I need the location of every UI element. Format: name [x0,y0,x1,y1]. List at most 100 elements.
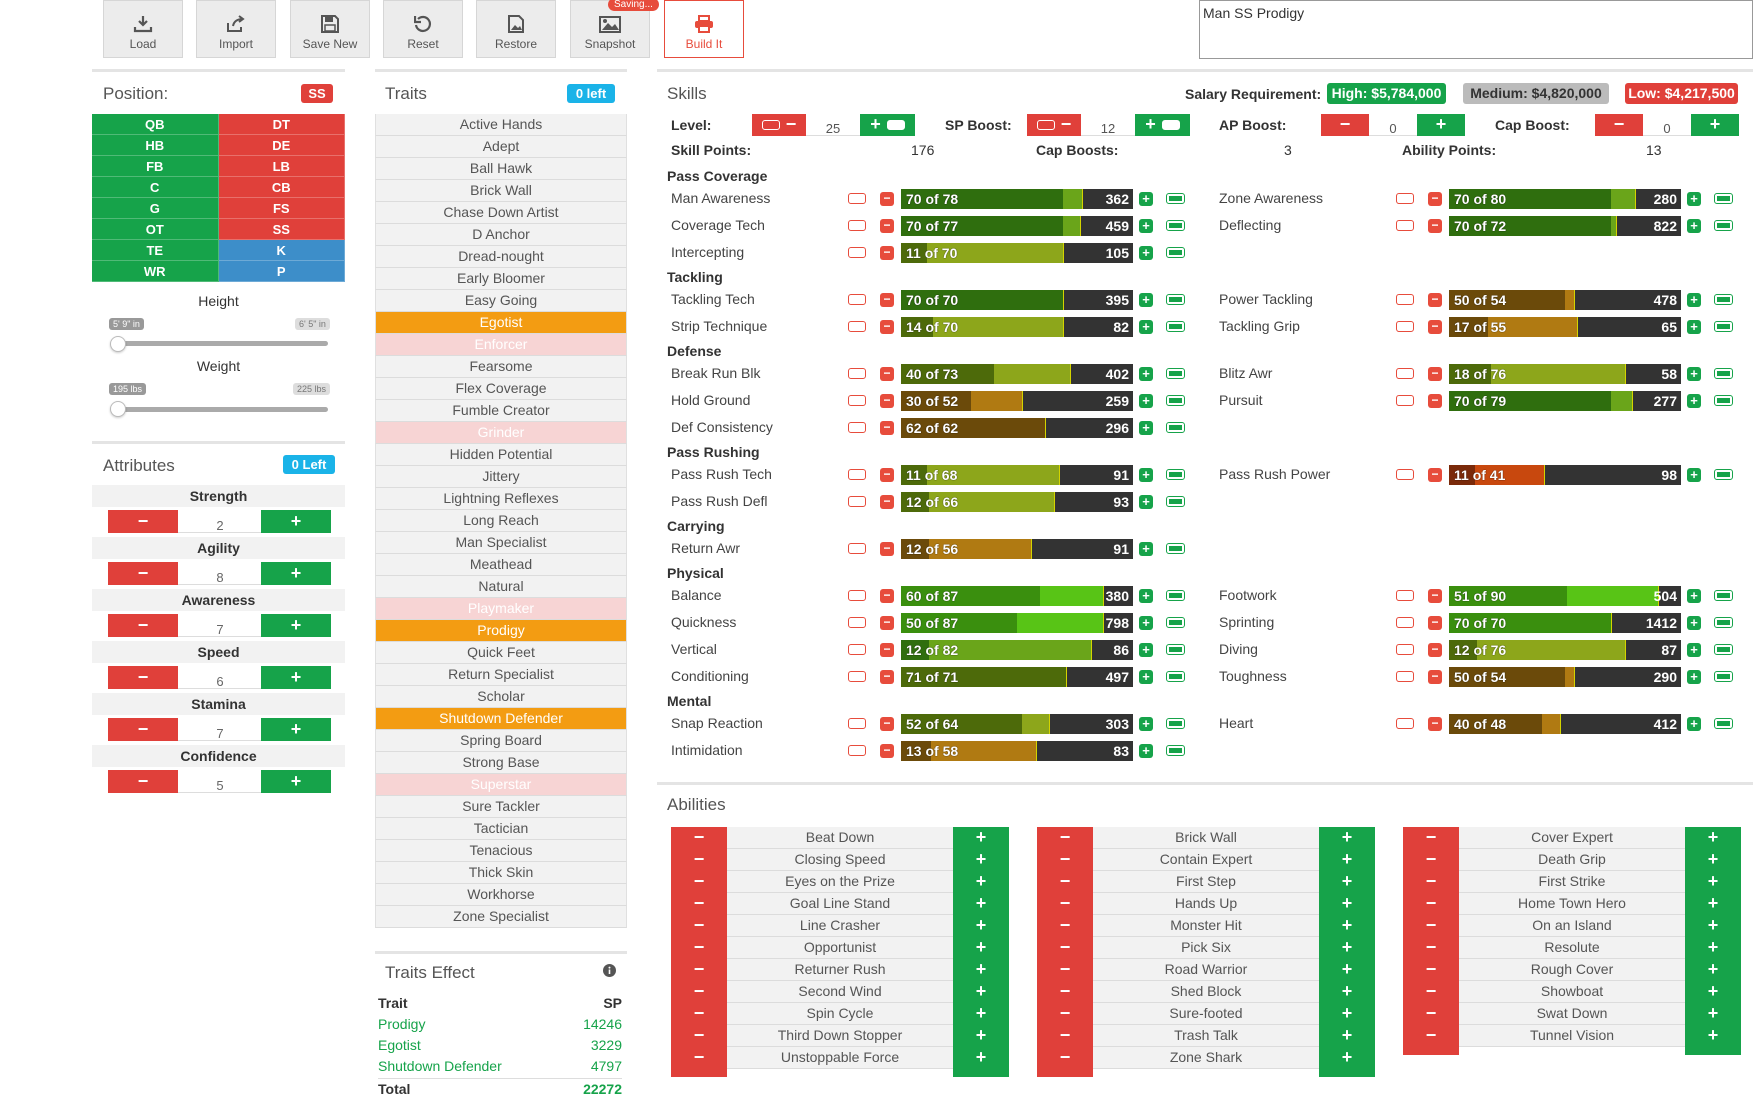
remove-ability-button[interactable]: − [1037,849,1093,871]
sp-boost-decrease-button[interactable]: − [1027,114,1081,136]
plus-icon[interactable]: + [1687,717,1701,731]
height-slider-handle[interactable] [110,336,126,352]
sp-boost-increase-button[interactable]: + [1135,114,1190,136]
reset-skill-icon[interactable] [848,644,866,655]
minus-icon[interactable]: − [880,320,894,334]
ap-boost-increase-button[interactable]: + [1417,114,1465,136]
max-skill-icon[interactable] [1166,193,1185,204]
reset-skill-icon[interactable] [848,247,866,258]
reset-skill-icon[interactable] [848,543,866,554]
minus-icon[interactable]: − [1428,320,1442,334]
minus-icon[interactable]: − [1428,367,1442,381]
max-skill-icon[interactable] [1166,220,1185,231]
trait-grinder[interactable]: Grinder [375,422,627,444]
restore-button[interactable]: Restore [476,0,556,58]
level-decrease-button[interactable]: − [752,114,806,136]
add-ability-button[interactable]: + [953,827,1009,849]
max-skill-icon[interactable] [1714,644,1733,655]
trait-natural[interactable]: Natural [375,576,627,598]
remove-ability-button[interactable]: − [671,1003,727,1025]
add-ability-button[interactable]: + [1685,893,1741,915]
trait-easy-going[interactable]: Easy Going [375,290,627,312]
position-option-de[interactable]: DE [218,135,345,156]
trait-adept[interactable]: Adept [375,136,627,158]
add-ability-button[interactable]: + [953,849,1009,871]
plus-icon[interactable]: + [1687,670,1701,684]
position-option-lb[interactable]: LB [218,156,345,177]
remove-ability-button[interactable]: − [1037,871,1093,893]
trait-quick-feet[interactable]: Quick Feet [375,642,627,664]
plus-icon[interactable]: + [1139,421,1153,435]
add-ability-button[interactable]: + [1685,827,1741,849]
max-skill-icon[interactable] [1166,718,1185,729]
add-ability-button[interactable]: + [1319,871,1375,893]
plus-icon[interactable]: + [1139,468,1153,482]
position-option-ot[interactable]: OT [92,219,219,240]
plus-icon[interactable]: + [1687,219,1701,233]
trait-man-specialist[interactable]: Man Specialist [375,532,627,554]
remove-ability-button[interactable]: − [1037,1047,1093,1069]
plus-icon[interactable]: + [1687,293,1701,307]
trait-fumble-creator[interactable]: Fumble Creator [375,400,627,422]
reset-skill-icon[interactable] [1396,294,1414,305]
trait-sure-tackler[interactable]: Sure Tackler [375,796,627,818]
reset-skill-icon[interactable] [848,368,866,379]
awareness-decrease-button[interactable]: − [108,614,178,637]
add-ability-button[interactable]: + [953,893,1009,915]
reset-skill-icon[interactable] [848,590,866,601]
reset-skill-icon[interactable] [848,496,866,507]
remove-ability-button[interactable]: − [671,849,727,871]
minus-icon[interactable]: − [880,717,894,731]
remove-ability-button[interactable]: − [1403,827,1459,849]
awareness-increase-button[interactable]: + [261,614,331,637]
remove-ability-button[interactable]: − [1403,915,1459,937]
max-skill-icon[interactable] [1714,368,1733,379]
position-option-fs[interactable]: FS [218,198,345,219]
max-skill-icon[interactable] [1714,321,1733,332]
remove-ability-button[interactable]: − [1403,981,1459,1003]
plus-icon[interactable]: + [1139,542,1153,556]
reset-skill-icon[interactable] [848,617,866,628]
save-new-button[interactable]: Save New [290,0,370,58]
minus-icon[interactable]: − [880,670,894,684]
remove-ability-button[interactable]: − [1403,893,1459,915]
ap-boost-decrease-button[interactable]: − [1321,114,1369,136]
plus-icon[interactable]: + [1139,744,1153,758]
position-option-p[interactable]: P [218,261,345,282]
import-button[interactable]: Import [196,0,276,58]
reset-skill-icon[interactable] [848,220,866,231]
minus-icon[interactable]: − [880,589,894,603]
remove-ability-button[interactable]: − [1037,981,1093,1003]
trait-enforcer[interactable]: Enforcer [375,334,627,356]
trait-jittery[interactable]: Jittery [375,466,627,488]
position-option-wr[interactable]: WR [92,261,219,282]
minus-icon[interactable]: − [1428,394,1442,408]
add-ability-button[interactable]: + [1685,871,1741,893]
trait-prodigy[interactable]: Prodigy [375,620,627,642]
max-skill-icon[interactable] [1166,469,1185,480]
position-option-g[interactable]: G [92,198,219,219]
max-skill-icon[interactable] [1166,368,1185,379]
max-skill-icon[interactable] [1166,422,1185,433]
max-skill-icon[interactable] [1714,718,1733,729]
trait-long-reach[interactable]: Long Reach [375,510,627,532]
minus-icon[interactable]: − [880,616,894,630]
trait-brick-wall[interactable]: Brick Wall [375,180,627,202]
weight-slider-handle[interactable] [110,401,126,417]
add-ability-button[interactable]: + [1319,827,1375,849]
remove-ability-button[interactable]: − [671,871,727,893]
remove-ability-button[interactable]: − [671,827,727,849]
trait-hidden-potential[interactable]: Hidden Potential [375,444,627,466]
trait-thick-skin[interactable]: Thick Skin [375,862,627,884]
strength-increase-button[interactable]: + [261,510,331,533]
trait-scholar[interactable]: Scholar [375,686,627,708]
max-skill-icon[interactable] [1714,395,1733,406]
trait-workhorse[interactable]: Workhorse [375,884,627,906]
remove-ability-button[interactable]: − [1037,915,1093,937]
remove-ability-button[interactable]: − [1403,871,1459,893]
position-option-te[interactable]: TE [92,240,219,261]
reset-skill-icon[interactable] [848,671,866,682]
reset-skill-icon[interactable] [848,469,866,480]
minus-icon[interactable]: − [880,192,894,206]
remove-ability-button[interactable]: − [1037,893,1093,915]
